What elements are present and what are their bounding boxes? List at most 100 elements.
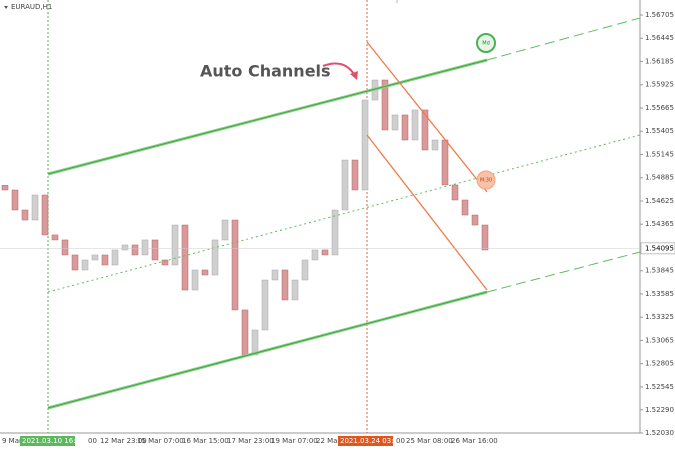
- candle: [91, 254, 99, 261]
- y-tick-label: 1.53325: [645, 313, 674, 321]
- candle: [251, 329, 259, 356]
- candle: [271, 269, 279, 281]
- candles: [1, 79, 489, 356]
- channel-extension: [486, 251, 641, 293]
- candle: [451, 184, 459, 201]
- y-tick-label: 1.53845: [645, 267, 674, 275]
- x-tick-label: 26 Mar 16:00: [451, 437, 498, 445]
- candle: [131, 244, 139, 256]
- candle: [321, 249, 329, 256]
- x-label-highlight: [20, 436, 75, 446]
- channel-mid: [47, 134, 641, 293]
- y-tick-label: 1.55405: [645, 127, 674, 135]
- x-tick-label: 16 Mar 15:00: [182, 437, 229, 445]
- current-price-label: 1.54095: [645, 244, 674, 252]
- candle: [211, 239, 219, 276]
- x-tick-label: 25 Mar 08:00: [406, 437, 453, 445]
- candle: [471, 214, 479, 226]
- channel-extension: [486, 17, 641, 61]
- candle: [261, 279, 269, 331]
- channel-line: [47, 291, 488, 409]
- channel-line: [366, 41, 488, 193]
- candle: [11, 189, 19, 211]
- x-tick-label: 22 Mar: [316, 437, 340, 445]
- current-price-box: [640, 242, 675, 255]
- candle: [51, 234, 59, 241]
- y-tick-label: 1.56185: [645, 57, 674, 65]
- candle: [1, 185, 9, 191]
- symbol-icon[interactable]: [4, 6, 8, 9]
- candle: [421, 109, 429, 151]
- x-tick-label: 2021.03.10 16:00: [22, 437, 84, 445]
- candle: [301, 259, 309, 281]
- candle: [21, 209, 29, 221]
- candle: [241, 309, 249, 356]
- y-tick-label: 1.56705: [645, 11, 674, 19]
- x-label-highlight: [338, 436, 393, 446]
- y-tick-label: 1.54625: [645, 197, 674, 205]
- y-tick-label: 1.56445: [645, 34, 674, 42]
- x-tick-label: 19 Mar 07:00: [271, 437, 318, 445]
- marker-label: M:30: [480, 178, 492, 184]
- candle: [31, 194, 39, 221]
- candle: [361, 99, 369, 191]
- candle: [341, 159, 349, 211]
- x-tick-label: 9 Mar: [2, 437, 22, 445]
- candle: [111, 249, 119, 266]
- candle: [181, 224, 189, 291]
- candle: [231, 219, 239, 311]
- candle: [221, 219, 229, 241]
- candle: [61, 239, 69, 256]
- candle: [401, 114, 409, 141]
- candle: [311, 249, 319, 261]
- candle: [161, 259, 169, 266]
- channel-line: [47, 59, 488, 175]
- x-tick-label: 17 Mar 23:00: [227, 437, 274, 445]
- candle: [171, 224, 179, 266]
- candle: [441, 139, 449, 186]
- y-tick-label: 1.52545: [645, 383, 674, 391]
- candle: [201, 269, 209, 276]
- candle: [141, 239, 149, 256]
- marker[interactable]: [476, 33, 496, 53]
- candle: [431, 139, 439, 151]
- x-tick-label: 00: [88, 437, 97, 445]
- candle: [151, 239, 159, 261]
- channel-line: [366, 134, 488, 291]
- y-tick-label: 1.55665: [645, 104, 674, 112]
- candle: [101, 254, 109, 266]
- x-tick-label: 2021.03.24 03:30: [340, 437, 402, 445]
- candle: [81, 259, 89, 271]
- y-tick-label: 1.53585: [645, 290, 674, 298]
- y-tick-label: 1.53065: [645, 336, 674, 344]
- y-tick-label: 1.55145: [645, 150, 674, 158]
- candle: [391, 114, 399, 131]
- candle: [351, 159, 359, 191]
- y-tick-label: 1.52805: [645, 360, 674, 368]
- candle: [191, 269, 199, 291]
- x-tick-label: 00: [396, 437, 405, 445]
- candle: [281, 269, 289, 301]
- y-tick-label: 1.52290: [645, 406, 674, 414]
- candle: [481, 224, 489, 251]
- candle: [331, 209, 339, 256]
- x-tick-label: 15 Mar 07:00: [137, 437, 184, 445]
- y-tick-label: 1.52030: [645, 429, 674, 437]
- y-tick-label: 1.54885: [645, 174, 674, 182]
- candle: [291, 279, 299, 301]
- marker-label: Md: [482, 41, 490, 47]
- candle: [461, 199, 469, 216]
- annotation-arrowhead: [350, 71, 358, 80]
- annotation: Auto Channels: [200, 62, 331, 81]
- candle: [381, 79, 389, 131]
- x-tick-label: 12 Mar 23:00: [100, 437, 147, 445]
- y-tick-label: 1.55925: [645, 81, 674, 89]
- candle: [41, 194, 49, 236]
- candle: [411, 109, 419, 141]
- symbol-label: EURAUD,H1: [11, 3, 52, 11]
- y-tick-label: 1.54365: [645, 220, 674, 228]
- candle: [71, 254, 79, 271]
- marker[interactable]: [476, 170, 496, 190]
- candle: [121, 244, 129, 251]
